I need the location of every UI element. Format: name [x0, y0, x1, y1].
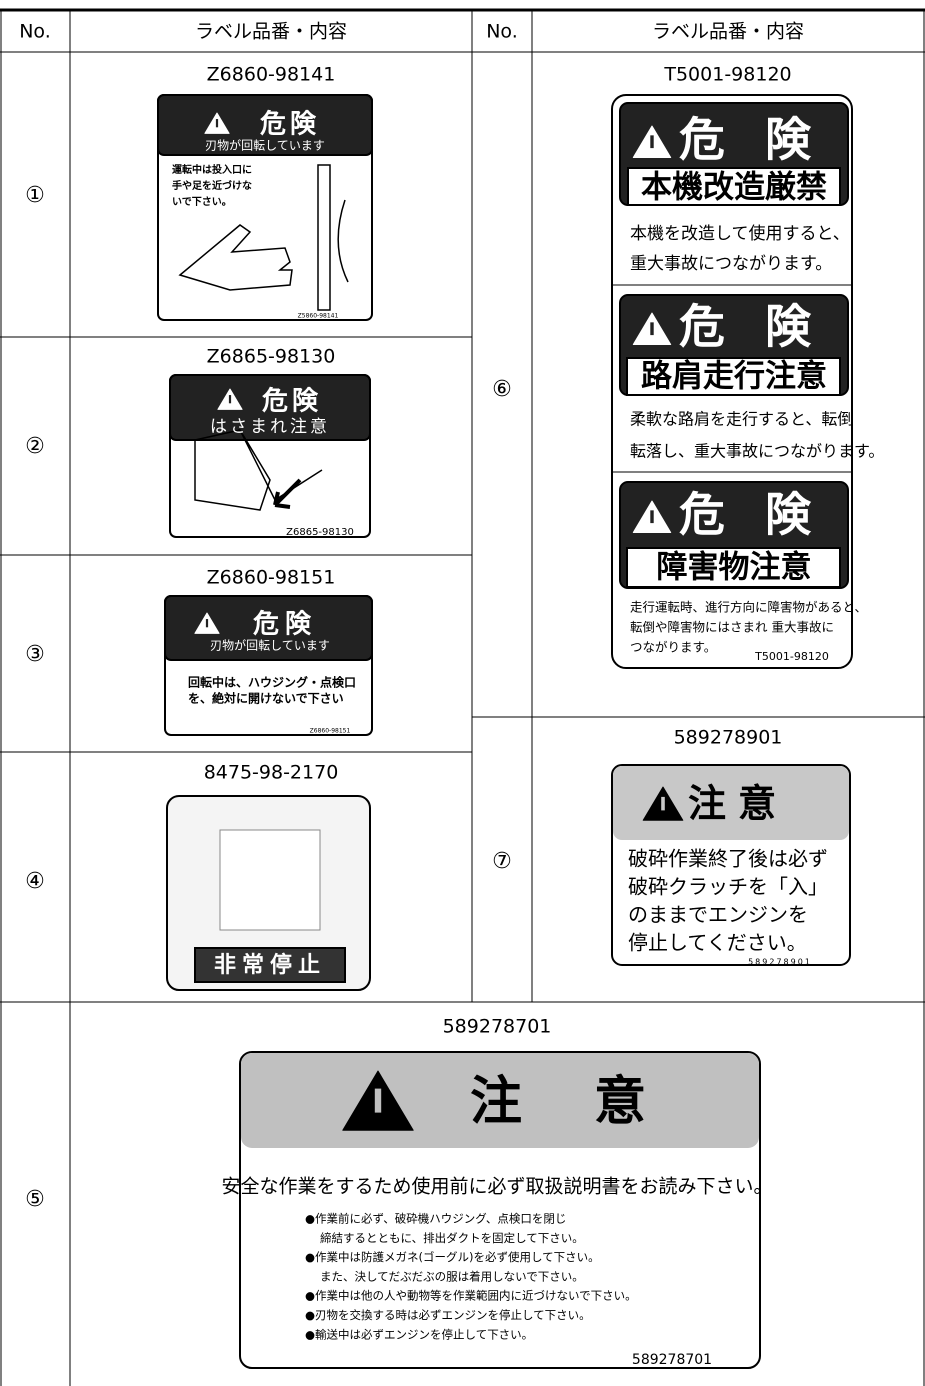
label-text: 破砕クラッチを「入」: [628, 875, 828, 899]
label-code: 589278901: [748, 958, 812, 967]
sticker-header: [169, 374, 371, 441]
label-text: 転倒や障害物にはさまれ 重大事故に: [630, 620, 834, 635]
row-number: ①: [25, 183, 45, 208]
sticker-header: [157, 94, 373, 156]
sign-word: 危険: [679, 113, 851, 167]
row-number: ⑤: [25, 1187, 45, 1212]
label-code: Z5860-98141: [298, 313, 339, 320]
row-number: ⑥: [492, 377, 512, 402]
column-header: ラベル品番・内容: [652, 21, 804, 43]
rotation-arrow: [337, 199, 349, 283]
heading-box: [626, 357, 841, 396]
warning-icon-mark: [215, 119, 219, 128]
sign-word: 危険: [679, 300, 851, 354]
sign-word: 危険: [262, 386, 322, 417]
warning-icon-mark: [205, 619, 209, 628]
sign-subtitle: 刃物が回転しています: [205, 138, 325, 153]
part-number: 8475-98-2170: [204, 762, 339, 784]
bullet-text: ●作業中は防護メガネ(ゴーグル)を必ず使用して下さい。: [305, 1250, 600, 1264]
label-text: 重大事故につながります。: [630, 254, 832, 274]
warning-icon-mark: [650, 322, 654, 336]
label-code: Z6860-98151: [310, 728, 351, 735]
warning-icon-mark: [650, 510, 654, 524]
sign-word: 危険: [679, 488, 851, 542]
bullet-text: また、決してだぶだぶの服は着用しないで下さい。: [320, 1269, 584, 1283]
bullet-text: ●刃物を交換する時は必ずエンジンを停止して下さい。: [305, 1308, 591, 1322]
column-header: ラベル品番・内容: [195, 21, 347, 43]
label-text: 手や足を近づけな: [172, 179, 252, 192]
label-text: 安全な作業をするため使用前に必ず取扱説明書をお読み下さい。: [221, 1176, 772, 1198]
sticker-header: [164, 595, 373, 661]
column-header: No.: [19, 21, 51, 43]
part-number: Z6860-98141: [207, 64, 336, 86]
label-code: Z6865-98130: [286, 527, 354, 538]
hand-illustration: [178, 224, 293, 291]
label-text: を、絶対に開けないで下さい: [188, 691, 344, 706]
bullet-text: ●輸送中は必ずエンジンを停止して下さい。: [305, 1327, 533, 1341]
row-number: ②: [25, 434, 45, 459]
blade-illustration: [317, 164, 331, 311]
sticker-bar: [194, 947, 346, 983]
table-lines: [0, 8, 925, 1386]
sticker: [239, 1051, 761, 1369]
label-text: 柔軟な路肩を走行すると、転倒: [630, 410, 853, 429]
pinch-arrow: [273, 478, 302, 509]
label-text: 運転中は投入口に: [172, 163, 252, 176]
section-heading: 本機改造厳禁: [641, 170, 827, 206]
warning-icon-mark: [650, 135, 654, 149]
label-text: 本機を改造して使用すると、: [630, 223, 850, 244]
column-header: No.: [486, 21, 518, 43]
illustrations: [178, 164, 349, 511]
button-area: [219, 829, 321, 931]
sign-subtitle: 刃物が回転しています: [210, 638, 330, 653]
sticker: [611, 94, 853, 669]
button-label: 非常停止: [214, 952, 326, 978]
label-text: いで下さい。: [172, 196, 232, 208]
warning-icon-mark: [661, 796, 665, 811]
label-code: 589278701: [632, 1352, 712, 1368]
bullet-text: ●作業前に必ず、破砕機ハウジング、点検口を閉じ: [305, 1212, 566, 1226]
label-text: 転落し、重大事故につながります。: [630, 442, 884, 461]
part-number: 589278901: [674, 727, 783, 749]
heading-box: [626, 547, 841, 588]
part-number: Z6860-98151: [207, 567, 336, 589]
label-text: つながります。: [630, 640, 716, 655]
label-text: のままでエンジンを: [628, 903, 808, 927]
bullet-text: 締結するとともに、排出ダクトを固定して下さい。: [320, 1231, 584, 1245]
label-text: 破砕作業終了後は必ず: [628, 847, 828, 871]
warning-icon-mark: [374, 1088, 382, 1113]
section-heading: 障害物注意: [657, 550, 812, 586]
heading-box: [627, 167, 841, 206]
sign-word: 危険: [260, 109, 320, 140]
part-number: 589278701: [443, 1016, 552, 1038]
warning-icon-mark: [228, 395, 232, 404]
sticker-header: [613, 766, 849, 840]
sign-word: 危険: [253, 609, 317, 640]
label-text: 走行運転時、進行方向に障害物があると、: [630, 600, 867, 615]
label-text: 停止してください。: [628, 931, 807, 955]
sign-word: 注意: [688, 782, 788, 826]
part-number: T5001-98120: [663, 64, 791, 86]
bullet-text: ●作業中は他の人や動物等を作業範囲内に近づけないで下さい。: [305, 1289, 637, 1303]
stickers: [157, 94, 853, 1369]
part-number: Z6865-98130: [207, 346, 336, 368]
pinch-illustration: [194, 429, 323, 511]
label-text: 回転中は、ハウジング・点検口: [188, 675, 356, 690]
label-code: T5001-98120: [754, 650, 829, 663]
row-number: ④: [25, 869, 45, 894]
row-number: ⑦: [492, 849, 512, 874]
section-heading: 路肩走行注意: [641, 359, 827, 395]
sign-word: 注意: [470, 1072, 718, 1132]
sticker: [611, 764, 851, 966]
row-number: ③: [25, 642, 45, 667]
sign-subtitle: はさまれ注意: [210, 417, 330, 437]
